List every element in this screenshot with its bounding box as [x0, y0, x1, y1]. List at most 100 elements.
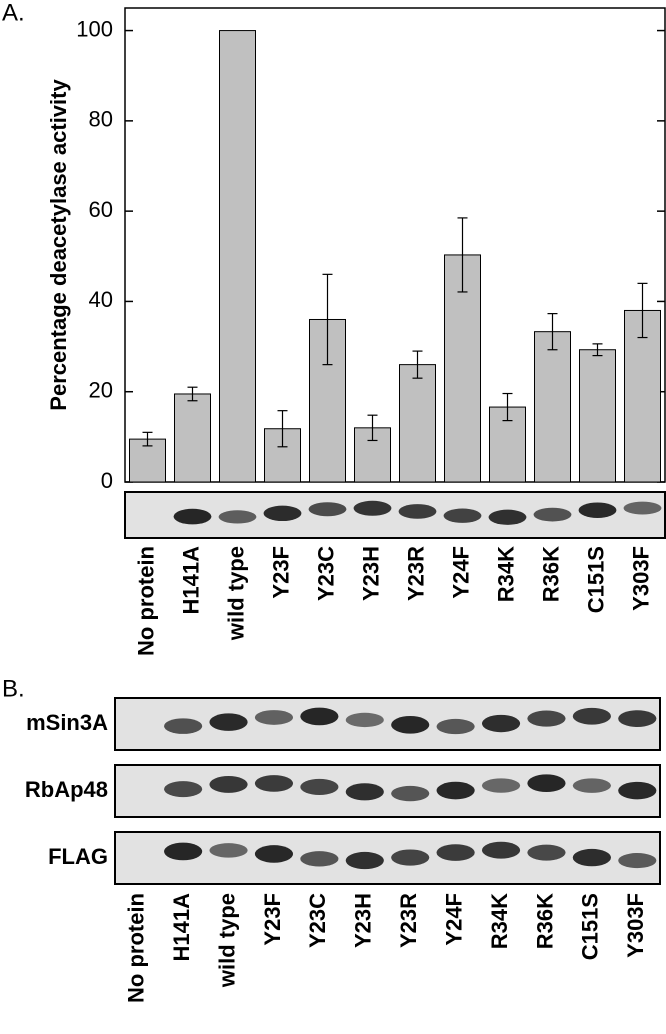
- blot-band: [481, 841, 521, 859]
- blot-band: [618, 710, 657, 727]
- lane-label: Y303F: [628, 546, 653, 611]
- lane-label: R34K: [493, 546, 518, 602]
- blot-band: [572, 778, 611, 793]
- error-bar: [142, 431, 153, 447]
- blot-band: [345, 712, 384, 728]
- bar: [624, 309, 661, 483]
- blot-band: [623, 501, 662, 515]
- blot-band: [353, 500, 392, 516]
- blot-row-label: FLAG: [48, 844, 108, 869]
- blot-band: [572, 848, 611, 867]
- blot-band: [436, 781, 475, 800]
- y-tick-label: 60: [89, 197, 113, 222]
- blot-band: [300, 851, 339, 867]
- blot-band: [300, 778, 339, 796]
- bar: [219, 30, 256, 483]
- error-bar: [637, 282, 648, 339]
- error-bar: [277, 410, 288, 448]
- blot-band: [578, 502, 617, 518]
- blot-band: [527, 710, 566, 727]
- plot-frame: [124, 7, 666, 483]
- blot-band: [527, 844, 566, 861]
- blot-band: [300, 707, 339, 726]
- bar: [444, 254, 481, 483]
- blot-band: [209, 713, 248, 731]
- blot: [114, 697, 661, 751]
- bar: [174, 393, 211, 483]
- panel-label: B.: [2, 675, 25, 702]
- blot-band: [209, 843, 248, 858]
- blot: [114, 764, 661, 818]
- blot: [114, 831, 661, 885]
- blot-band: [164, 842, 203, 861]
- blot: [124, 491, 666, 539]
- bar: [534, 331, 571, 483]
- lane-label: R36K: [532, 893, 557, 949]
- lane-label: wild type: [223, 546, 248, 641]
- y-axis-label: Percentage deacetylase activity: [46, 79, 71, 411]
- lane-label: H141A: [169, 893, 194, 962]
- lane-label: Y23F: [260, 893, 285, 946]
- lane-label: Y303F: [623, 893, 648, 958]
- blot-band: [209, 776, 248, 793]
- blot-band: [391, 785, 430, 802]
- blot-band: [618, 853, 657, 869]
- blot-band: [572, 707, 611, 725]
- y-tick-label: 20: [89, 378, 113, 403]
- lane-label: Y23R: [396, 893, 421, 948]
- error-bar: [412, 350, 423, 379]
- error-bar: [457, 217, 468, 293]
- blot-band: [218, 510, 257, 524]
- blot-band: [254, 710, 294, 725]
- lane-label: No protein: [133, 546, 158, 656]
- blot-band: [308, 502, 347, 517]
- blot-band: [481, 778, 521, 793]
- lane-label: No protein: [124, 893, 149, 1003]
- lane-label: R36K: [538, 546, 563, 602]
- blot-band: [173, 508, 212, 525]
- blot-band: [391, 849, 430, 866]
- y-tick-label: 0: [101, 468, 113, 493]
- error-bar: [187, 386, 198, 402]
- error-bar: [367, 414, 378, 442]
- blot-band: [436, 718, 475, 735]
- blot-band: [618, 781, 657, 800]
- lane-label: Y24F: [448, 546, 473, 599]
- blot-band: [481, 714, 521, 733]
- blot-row-label: RbAp48: [25, 777, 108, 802]
- blot-band: [391, 716, 430, 734]
- y-tick-label: 80: [89, 107, 113, 132]
- bar: [579, 349, 616, 483]
- y-tick-label: 100: [76, 16, 113, 41]
- blot-band: [254, 845, 294, 863]
- blot-band: [533, 507, 572, 522]
- blot-band: [398, 504, 437, 519]
- lane-label: C151S: [578, 893, 603, 960]
- lane-label: H141A: [178, 546, 203, 615]
- blot-band: [164, 718, 203, 734]
- lane-label: C151S: [583, 546, 608, 613]
- lane-label: Y23R: [403, 546, 428, 601]
- lane-label: Y24F: [441, 893, 466, 946]
- lane-label: Y23C: [313, 546, 338, 601]
- blot-band: [345, 783, 384, 801]
- panel-label: A.: [2, 0, 25, 26]
- blot-band: [488, 509, 527, 525]
- blot-band: [443, 508, 482, 523]
- blot-band: [263, 505, 302, 522]
- error-bar: [322, 273, 333, 366]
- lane-label: wild type: [214, 893, 239, 988]
- lane-label: Y23H: [351, 893, 376, 948]
- blot-band: [254, 775, 294, 792]
- blot-row-label: mSin3A: [26, 710, 108, 735]
- lane-label: Y23C: [305, 893, 330, 948]
- error-bar: [502, 392, 513, 422]
- error-bar: [547, 313, 558, 351]
- blot-band: [436, 844, 475, 861]
- lane-label: Y23F: [268, 546, 293, 599]
- error-bar: [592, 343, 603, 357]
- bar: [399, 364, 436, 483]
- blot-band: [164, 781, 203, 798]
- blot-band: [345, 851, 384, 870]
